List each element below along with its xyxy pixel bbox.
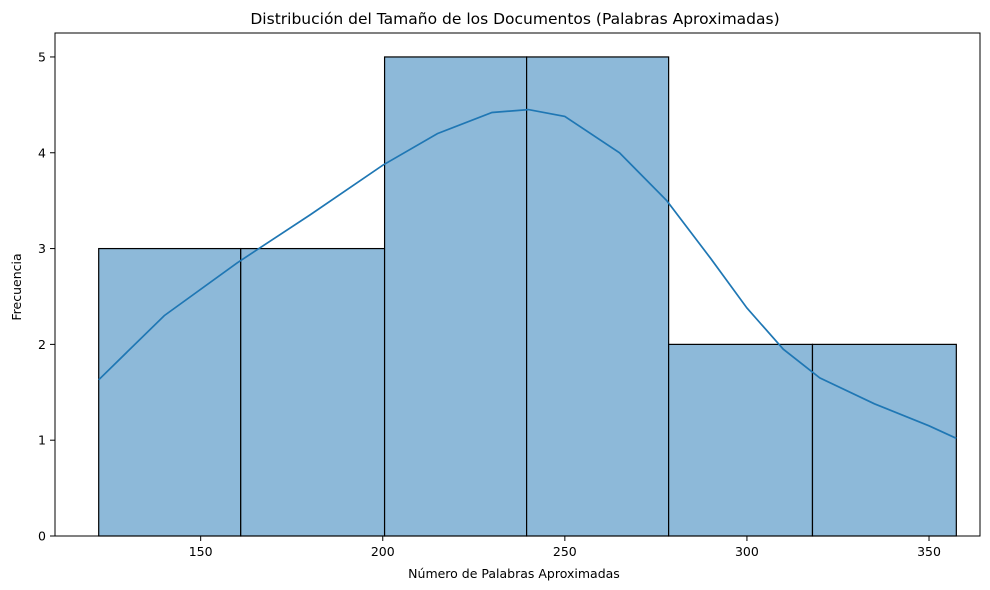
histogram-bar-3 [385, 57, 527, 536]
histogram-bar-5 [669, 344, 813, 536]
x-tick-label: 250 [553, 544, 577, 559]
y-tick-label: 4 [38, 145, 46, 160]
histogram-bar-4 [527, 57, 669, 536]
y-tick-label: 1 [38, 433, 46, 448]
x-tick-label: 350 [917, 544, 941, 559]
histogram-bar-6 [812, 344, 956, 536]
bars-group [99, 57, 957, 536]
x-tick-label: 200 [371, 544, 395, 559]
x-tick-label: 300 [735, 544, 759, 559]
y-axis-ticks: 0 1 2 3 4 5 [38, 49, 55, 543]
x-tick-label: 150 [189, 544, 213, 559]
x-axis-ticks: 150 200 250 300 350 [189, 536, 941, 559]
histogram-bar-1 [99, 249, 241, 536]
chart-title: Distribución del Tamaño de los Documento… [250, 10, 779, 28]
histogram-bar-2 [241, 249, 385, 536]
y-axis-label: Frecuencia [9, 253, 24, 320]
x-axis-label: Número de Palabras Aproximadas [408, 566, 620, 581]
y-tick-label: 2 [38, 337, 46, 352]
y-tick-label: 0 [38, 529, 46, 544]
y-tick-label: 5 [38, 49, 46, 64]
y-tick-label: 3 [38, 241, 46, 256]
